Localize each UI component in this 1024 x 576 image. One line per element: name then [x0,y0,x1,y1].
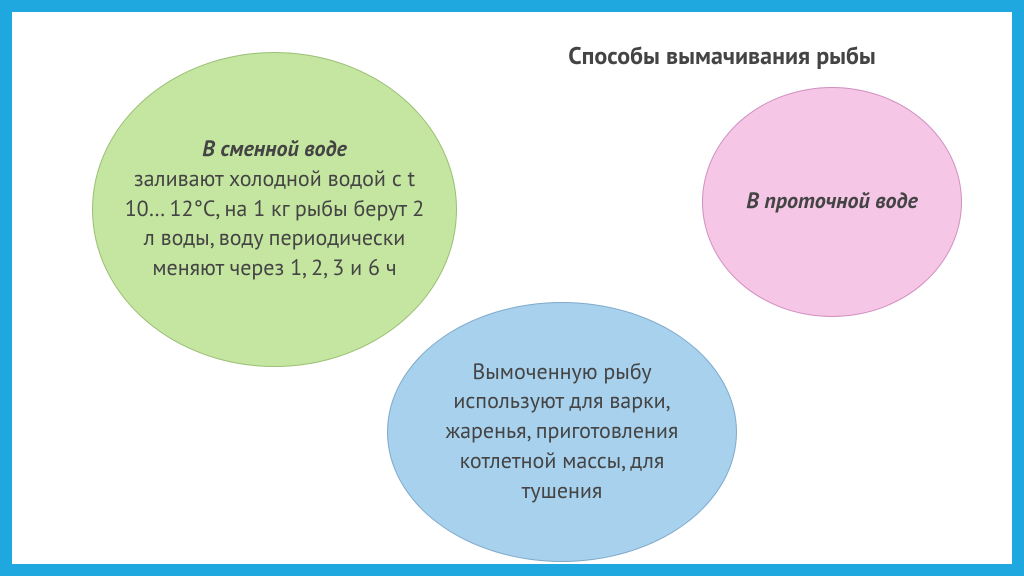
bubble-changed-water: В сменной воде заливают холодной водой с… [92,52,457,367]
bubble-usage: Вымоченную рыбу используют для варки, жа… [387,302,737,562]
bubble-body: Вымоченную рыбу используют для варки, жа… [446,358,679,505]
bubble-body: заливают холодной водой с t 10… 12°С, на… [125,165,425,282]
bubble-heading: В проточной воде [746,187,917,215]
bubble-heading: В сменной воде [202,135,346,163]
bubble-running-water: В проточной воде [702,87,962,317]
slide-title: Способы вымачивания рыбы [492,40,952,71]
slide-frame: Способы вымачивания рыбы В сменной воде … [0,0,1024,576]
